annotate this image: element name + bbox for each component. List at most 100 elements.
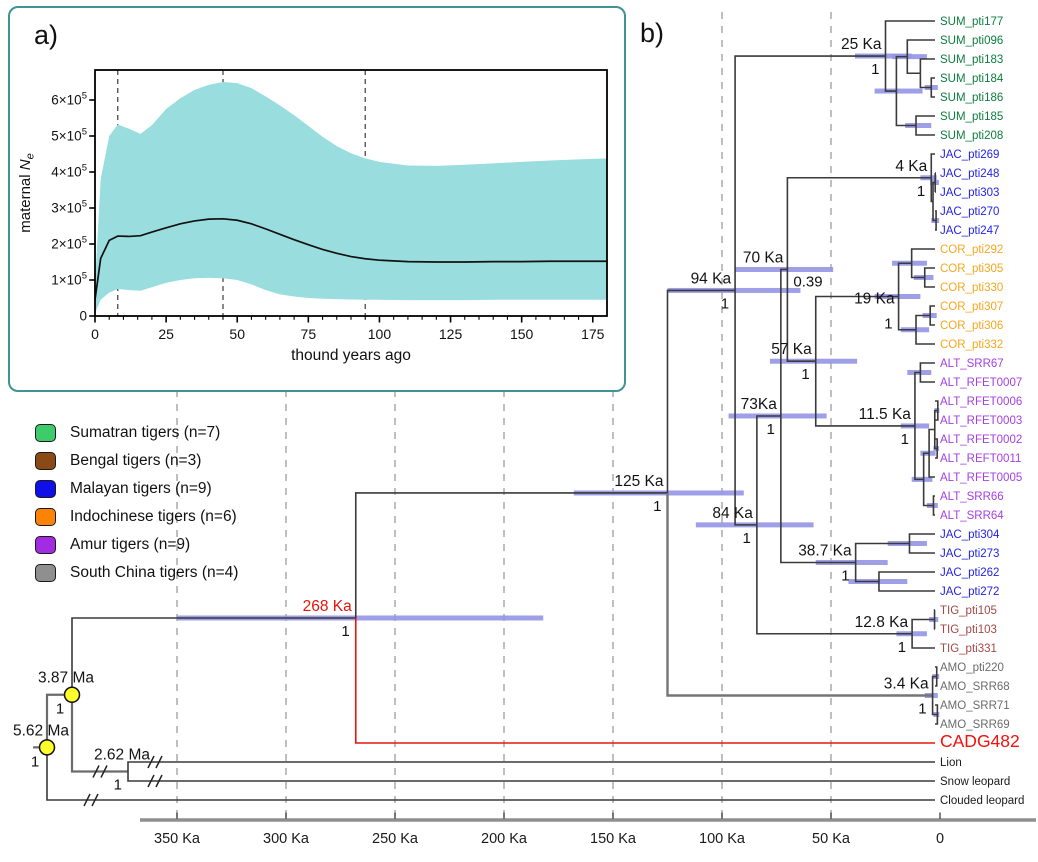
posterior-label: 1 bbox=[898, 639, 906, 656]
tip-label: SUM_pti186 bbox=[940, 92, 1003, 104]
y-tick-label: 4×105 bbox=[51, 163, 87, 180]
hpd-bar bbox=[892, 54, 927, 60]
posterior-label: 1 bbox=[653, 498, 661, 515]
branch bbox=[854, 542, 910, 563]
branch bbox=[915, 125, 935, 136]
legend-item: Bengal tigers (n=3) bbox=[35, 452, 238, 470]
branch bbox=[922, 479, 934, 507]
hpd-bar bbox=[177, 615, 544, 621]
tip-label: JAC_pti303 bbox=[940, 187, 999, 199]
tip-label: SUM_pti185 bbox=[940, 111, 1003, 123]
legend-label: Indochinese tigers (n=6) bbox=[70, 508, 237, 525]
legend-swatch bbox=[35, 508, 56, 526]
panel-b-label: b) bbox=[640, 18, 665, 48]
tip-label: COR_pti292 bbox=[940, 244, 1003, 256]
tip-label: ALT_SRR67 bbox=[940, 358, 1004, 370]
tip-label: JAC_pti248 bbox=[940, 168, 999, 180]
tip-label: Snow leopard bbox=[940, 776, 1010, 788]
legend-label: Amur tigers (n=9) bbox=[70, 536, 191, 553]
tip-label: COR_pti306 bbox=[940, 320, 1003, 332]
posterior-label: 1 bbox=[841, 568, 849, 585]
branch bbox=[911, 633, 935, 649]
tip-label: SUM_pti183 bbox=[940, 54, 1003, 66]
branch bbox=[127, 761, 935, 772]
tip-label: TIG_pti331 bbox=[940, 643, 997, 655]
node-age-label: 73Ka bbox=[741, 396, 778, 413]
hpd-bar bbox=[905, 123, 932, 128]
branch bbox=[906, 39, 935, 57]
branch bbox=[734, 290, 757, 526]
legend-label: Bengal tigers (n=3) bbox=[70, 452, 202, 469]
branch bbox=[923, 267, 935, 278]
x-axis-title: thound years ago bbox=[291, 347, 411, 364]
branch bbox=[919, 73, 932, 89]
branch bbox=[935, 438, 938, 449]
branch bbox=[935, 210, 937, 221]
branch bbox=[354, 617, 935, 744]
tip-label: ALT_SRR64 bbox=[940, 510, 1004, 522]
tip-label: ALT_REFT0011 bbox=[940, 453, 1021, 465]
posterior-label: 1 bbox=[56, 701, 64, 718]
node-age-label: 19 Ka bbox=[854, 291, 895, 308]
posterior-label: 1 bbox=[918, 701, 926, 718]
tip-label: JAC_pti262 bbox=[940, 567, 999, 579]
branch bbox=[814, 295, 899, 362]
branch bbox=[71, 617, 356, 695]
legend-swatch bbox=[35, 452, 56, 470]
branch-break-hash bbox=[92, 765, 100, 778]
y-tick-label: 0 bbox=[79, 309, 87, 324]
branch bbox=[930, 77, 935, 88]
tip-label: ALT_RFET0007 bbox=[940, 377, 1022, 389]
x-tick-label: 150 bbox=[510, 326, 534, 342]
branch bbox=[70, 694, 128, 773]
branch bbox=[923, 277, 935, 288]
node-age-label: 57 Ka bbox=[771, 341, 812, 358]
legend-swatch bbox=[35, 480, 56, 498]
tip-label: ALT_RFET0006 bbox=[940, 396, 1022, 408]
branch bbox=[931, 695, 938, 716]
tip-label: Clouded leopard bbox=[940, 795, 1024, 807]
time-axis-label: 250 Ka bbox=[372, 831, 419, 847]
legend-item: Sumatran tigers (n=7) bbox=[35, 424, 238, 442]
branch bbox=[910, 248, 935, 264]
legend: Sumatran tigers (n=7) Bengal tigers (n=3)… bbox=[35, 424, 238, 592]
y-tick-label: 6×105 bbox=[51, 91, 87, 108]
branch bbox=[354, 492, 668, 618]
legend-swatch bbox=[35, 536, 56, 554]
branch-break-hash bbox=[147, 774, 155, 788]
x-tick-label: 75 bbox=[301, 326, 317, 342]
posterior-label: 1 bbox=[871, 61, 879, 78]
branch bbox=[814, 361, 915, 427]
branch bbox=[895, 55, 908, 92]
tip-label: JAC_pti273 bbox=[940, 548, 999, 560]
posterior-label: 1 bbox=[341, 623, 349, 640]
branch bbox=[897, 296, 917, 331]
posterior-label: 1 bbox=[901, 431, 909, 448]
tip-label: SUM_pti177 bbox=[940, 16, 1003, 28]
x-tick-label: 25 bbox=[158, 326, 174, 342]
node-age-label: 94 Ka bbox=[691, 270, 732, 287]
branch bbox=[911, 618, 935, 634]
posterior-label: 1 bbox=[917, 183, 925, 200]
branch bbox=[786, 176, 932, 270]
node-age-label: 5.62 Ma bbox=[13, 722, 69, 739]
node-age-label: 268 Ka bbox=[303, 598, 353, 615]
branch bbox=[930, 87, 935, 98]
time-axis-label: 300 Ka bbox=[263, 831, 310, 847]
branch bbox=[929, 305, 935, 316]
branch bbox=[908, 543, 935, 554]
branch-break-hash bbox=[147, 755, 155, 769]
tip-label: SUM_pti184 bbox=[940, 73, 1004, 85]
tip-label: SUM_pti208 bbox=[940, 130, 1003, 142]
tip-label: AMO_pti220 bbox=[940, 662, 1004, 674]
branch bbox=[127, 771, 935, 782]
time-axis-label: 50 Ka bbox=[812, 831, 851, 847]
time-axis-label: 200 Ka bbox=[481, 831, 528, 847]
posterior-label: 1 bbox=[114, 777, 122, 794]
branch bbox=[914, 425, 924, 481]
x-tick-label: 175 bbox=[581, 326, 605, 342]
branch bbox=[786, 269, 816, 363]
time-axis-label: 0 bbox=[936, 831, 944, 847]
hpd-band bbox=[95, 82, 607, 314]
